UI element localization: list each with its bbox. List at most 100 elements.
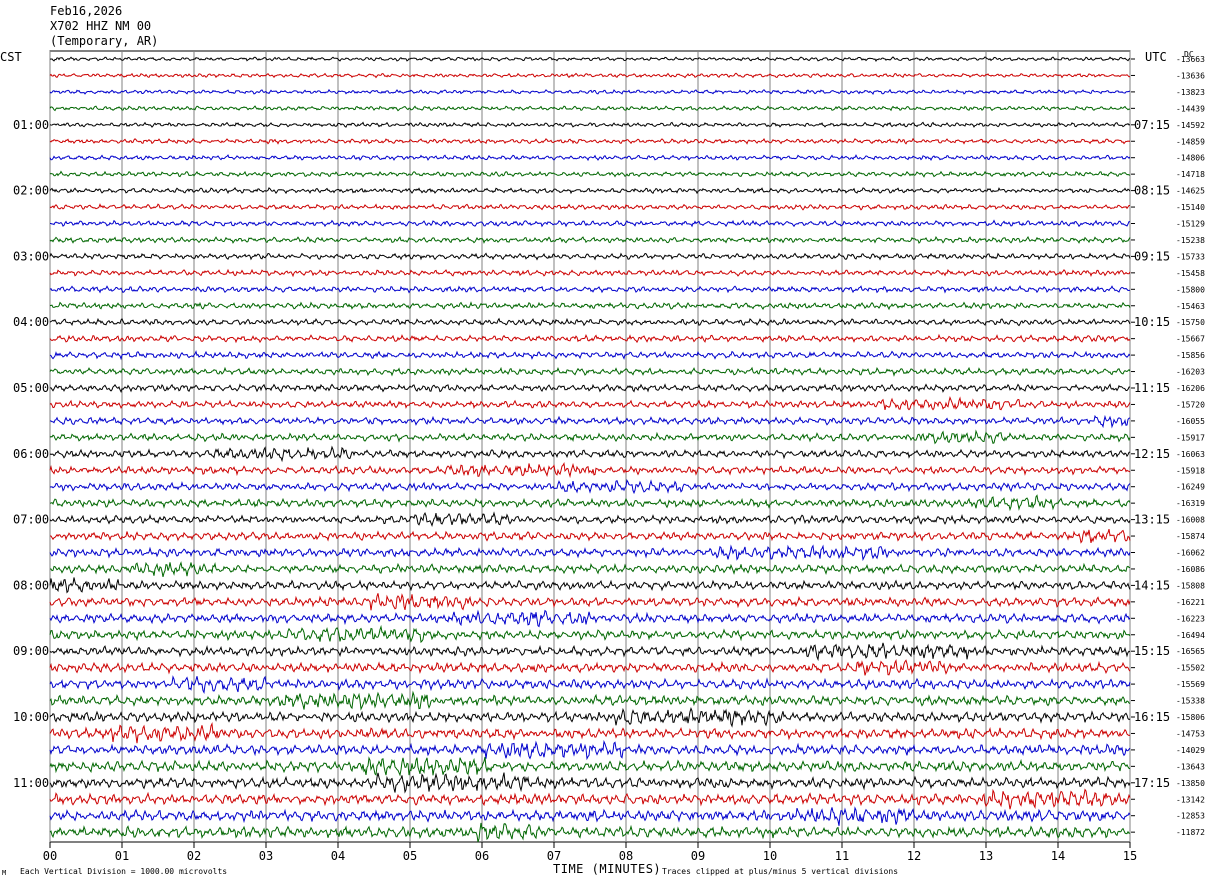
seismic-trace-row [49, 690, 1131, 711]
seismic-trace-row [49, 333, 1131, 344]
seismic-trace-row [49, 154, 1131, 162]
seismic-trace-row [49, 137, 1131, 145]
dc-offset-value: -13142 [1176, 795, 1205, 804]
dc-offset-value: -14029 [1176, 746, 1205, 755]
dc-offset-value: -13850 [1176, 779, 1205, 788]
dc-offset-value: -16565 [1176, 647, 1205, 656]
dc-offset-value: -15874 [1176, 532, 1205, 541]
dc-offset-value: -14625 [1176, 187, 1205, 196]
x-tick-label: 06 [475, 849, 489, 863]
dc-offset-value: -15918 [1176, 466, 1205, 475]
dc-offset-value: -16086 [1176, 565, 1205, 574]
seismic-trace-row [49, 235, 1131, 244]
seismic-trace-row [50, 219, 1131, 228]
left-hour-label: 08:00 [13, 578, 49, 592]
vertical-scale-note: Each Vertical Division = 1000.00 microvo… [20, 867, 228, 876]
dc-offset-value: -14592 [1176, 121, 1205, 130]
seismic-trace-row [50, 561, 1131, 578]
x-tick-label: 02 [187, 849, 201, 863]
dc-offset-value: -15856 [1176, 351, 1205, 360]
right-hour-label: 08:15 [1134, 184, 1170, 198]
x-tick-label: 08 [619, 849, 633, 863]
seismic-trace-row [49, 88, 1131, 95]
dc-offset-value: -15917 [1176, 433, 1205, 442]
left-hour-label: 11:00 [13, 776, 49, 790]
seismic-trace-row [49, 642, 1131, 662]
seismic-trace-row [49, 445, 1131, 463]
seismic-trace-row [49, 366, 1131, 377]
dc-offset-value: -16223 [1176, 614, 1205, 623]
dc-offset-value: -15800 [1176, 285, 1205, 294]
x-tick-label: 12 [907, 849, 921, 863]
dc-offset-value: -15806 [1176, 713, 1205, 722]
dc-offset-value: -14859 [1176, 137, 1205, 146]
seismic-trace-row [49, 788, 1131, 810]
dc-offset-value: -14806 [1176, 154, 1205, 163]
x-tick-label: 11 [835, 849, 849, 863]
dc-offset-value: -13643 [1176, 762, 1205, 771]
dc-offset-value: -15458 [1176, 269, 1205, 278]
dc-offset-value: -16062 [1176, 549, 1205, 558]
x-tick-label: 15 [1123, 849, 1137, 863]
seismic-trace-row [49, 350, 1131, 361]
dc-offset-value: -15808 [1176, 581, 1205, 590]
seismic-trace-row [49, 593, 1131, 611]
dc-offset-header: DC [1184, 50, 1194, 59]
right-hour-label: 07:15 [1134, 118, 1170, 132]
left-hour-label: 02:00 [13, 184, 49, 198]
dc-offset-value: -15750 [1176, 318, 1205, 327]
dc-offset-value: -12853 [1176, 812, 1205, 821]
x-tick-label: 13 [979, 849, 993, 863]
seismic-trace-row [49, 756, 1131, 777]
right-hour-label: 12:15 [1134, 447, 1170, 461]
seismic-trace-row [49, 739, 1131, 761]
seismic-trace-row [49, 544, 1131, 562]
seismic-trace-row [50, 528, 1131, 544]
left-hour-label: 09:00 [13, 644, 49, 658]
dc-offset-value: -15238 [1176, 236, 1205, 245]
dc-offset-value: -15733 [1176, 252, 1205, 261]
seismic-trace-row [49, 285, 1131, 294]
x-tick-label: 14 [1051, 849, 1065, 863]
dc-offset-value: -16249 [1176, 483, 1205, 492]
dc-offset-value: -15502 [1176, 664, 1205, 673]
dc-offset-value: -13823 [1176, 88, 1205, 97]
seismic-trace-row [49, 268, 1131, 278]
seismic-trace-row [49, 772, 1131, 794]
dc-offset-value: -15720 [1176, 400, 1205, 409]
left-hour-label: 05:00 [13, 381, 49, 395]
dc-offset-value: -13663 [1176, 55, 1205, 64]
network-header: (Temporary, AR) [50, 34, 159, 48]
left-hour-label: 01:00 [13, 118, 49, 132]
seismic-trace-row [49, 577, 1131, 594]
dc-offset-value: -15463 [1176, 302, 1205, 311]
x-tick-label: 00 [43, 849, 57, 863]
left-hour-label: 03:00 [13, 249, 49, 263]
left-timezone-label: CST [0, 50, 22, 64]
dc-offset-value: -16319 [1176, 499, 1205, 508]
seismic-trace-row [49, 105, 1131, 112]
seismic-trace-row [49, 721, 1131, 744]
dc-offset-value: -13636 [1176, 71, 1205, 80]
footer-mark: M [2, 869, 7, 877]
seismic-trace-row [49, 624, 1131, 644]
dc-offset-value: -16221 [1176, 598, 1205, 607]
right-timezone-label: UTC [1145, 50, 1167, 64]
right-hour-label: 14:15 [1134, 578, 1170, 592]
x-tick-label: 03 [259, 849, 273, 863]
dc-offset-value: -15129 [1176, 220, 1205, 229]
seismic-trace-row [49, 56, 1131, 63]
dc-offset-value: -16063 [1176, 450, 1205, 459]
dc-offset-value: -14753 [1176, 729, 1205, 738]
dc-offset-value: -15140 [1176, 203, 1205, 212]
dc-offset-value: -16055 [1176, 417, 1205, 426]
right-hour-label: 17:15 [1134, 776, 1170, 790]
right-hour-label: 16:15 [1134, 710, 1170, 724]
seismic-trace-row [49, 478, 1131, 495]
dc-offset-value: -16494 [1176, 631, 1205, 640]
left-hour-label: 04:00 [13, 315, 49, 329]
seismic-trace-row [49, 383, 1131, 394]
dc-offset-value: -15667 [1176, 335, 1205, 344]
station-header: X702 HHZ NM 00 [50, 19, 152, 33]
